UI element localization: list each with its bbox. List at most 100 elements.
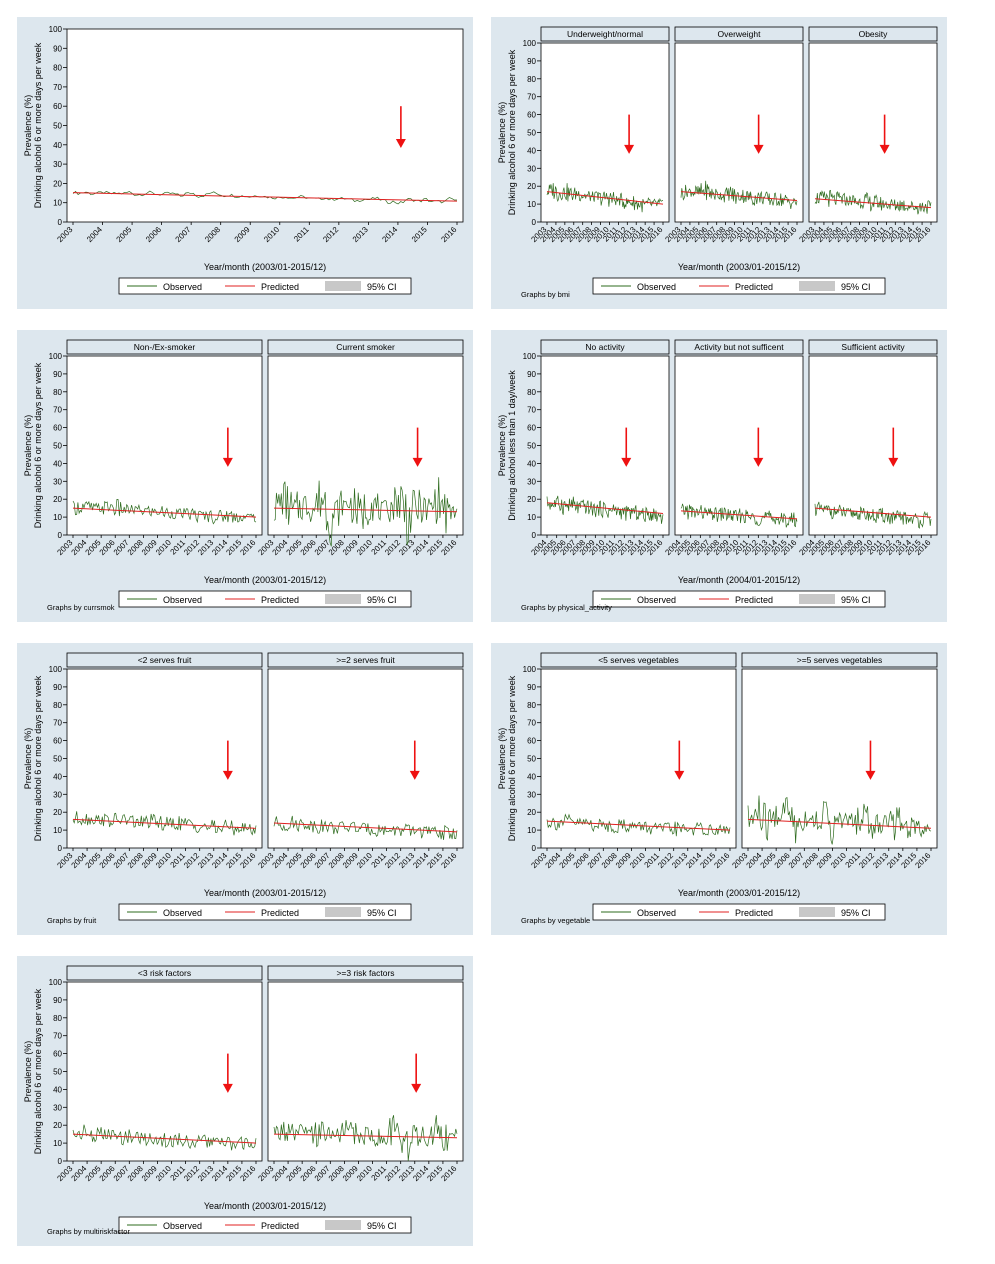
facet-strip xyxy=(808,26,938,42)
y-tick-label: 20 xyxy=(53,495,62,504)
y-axis-label-2: Drinking alcohol 6 or more days per week xyxy=(507,49,517,215)
x-tick-label: 2016 xyxy=(238,538,257,557)
facet-label: <5 serves vegetables xyxy=(598,655,679,665)
x-tick-label: 2008 xyxy=(203,225,222,244)
predicted-series-line xyxy=(546,820,731,831)
legend-ci-swatch xyxy=(799,594,835,604)
legend-predicted-label: Predicted xyxy=(735,282,773,292)
x-axis-label: Year/month (2003/01-2015/12) xyxy=(204,262,326,272)
y-tick-label: 0 xyxy=(532,218,537,227)
graphs-by-note: Graphs by bmi xyxy=(521,290,570,299)
y-tick-label: 40 xyxy=(527,772,536,781)
predicted-series-line xyxy=(546,191,664,205)
intervention-arrow-head xyxy=(222,1083,233,1093)
chart-svg-vegetable: Prevalence (%) Drinking alcohol 6 or more… xyxy=(497,652,938,925)
plot-area xyxy=(267,355,464,536)
observed-series-line xyxy=(273,477,458,547)
graphs-by-note: Graphs by physical_activity xyxy=(521,603,612,612)
y-tick-label: 30 xyxy=(527,790,536,799)
y-tick-label: 40 xyxy=(53,1085,62,1094)
x-tick-label: 2006 xyxy=(144,225,163,244)
y-tick-label: 60 xyxy=(53,1050,62,1059)
y-tick-label: 20 xyxy=(527,182,536,191)
y-tick-label: 20 xyxy=(53,179,62,188)
y-tick-label: 70 xyxy=(53,406,62,415)
predicted-series-line xyxy=(72,818,257,829)
y-tick-label: 80 xyxy=(53,701,62,710)
facet-strip xyxy=(66,339,263,355)
y-tick-label: 40 xyxy=(53,772,62,781)
y-tick-label: 100 xyxy=(523,352,537,361)
x-tick-label: 2010 xyxy=(262,225,281,244)
y-tick-label: 30 xyxy=(53,790,62,799)
legend-ci-swatch xyxy=(799,907,835,917)
facet-label: Underweight/normal xyxy=(567,29,643,39)
y-tick-label: 10 xyxy=(527,826,536,835)
x-tick-label: 2011 xyxy=(292,225,311,244)
legend-ci-swatch xyxy=(325,907,361,917)
predicted-series-line xyxy=(680,510,798,520)
plot-area xyxy=(674,355,804,536)
legend-ci-swatch xyxy=(325,1220,361,1230)
predicted-series-line xyxy=(747,818,932,829)
y-tick-label: 0 xyxy=(532,531,537,540)
chart-svg-fruit: Prevalence (%) Drinking alcohol 6 or more… xyxy=(23,652,464,925)
y-tick-label: 40 xyxy=(527,459,536,468)
y-tick-label: 80 xyxy=(53,1014,62,1023)
x-tick-label: 2009 xyxy=(233,225,252,244)
x-tick-label: 2015 xyxy=(410,225,429,244)
legend-observed-label: Observed xyxy=(637,908,676,918)
facet-label: >=5 serves vegetables xyxy=(797,655,883,665)
graphs-by-note: Graphs by fruit xyxy=(47,916,97,925)
y-tick-label: 10 xyxy=(53,826,62,835)
intervention-arrow-head xyxy=(222,457,233,467)
y-tick-label: 50 xyxy=(527,129,536,138)
y-tick-label: 100 xyxy=(523,39,537,48)
legend-predicted-label: Predicted xyxy=(735,908,773,918)
facet-label: >=3 risk factors xyxy=(336,968,394,978)
y-tick-label: 80 xyxy=(53,388,62,397)
x-tick-label: 2016 xyxy=(238,851,257,870)
y-tick-label: 80 xyxy=(527,75,536,84)
plot-area xyxy=(808,42,938,223)
x-axis-label: Year/month (2003/01-2015/12) xyxy=(678,888,800,898)
y-tick-label: 10 xyxy=(53,199,62,208)
graphs-by-note: Graphs by vegetable xyxy=(521,916,590,925)
observed-series-line xyxy=(72,1124,257,1151)
observed-series-line xyxy=(72,499,257,525)
observed-series-line xyxy=(546,813,731,837)
chart-panel-fruit: Prevalence (%) Drinking alcohol 6 or more… xyxy=(17,643,473,935)
y-tick-label: 50 xyxy=(527,442,536,451)
predicted-series-line xyxy=(72,1133,257,1144)
intervention-arrow-head xyxy=(411,1083,422,1093)
observed-series-line xyxy=(680,503,798,528)
facet-strip xyxy=(66,965,263,981)
legend-predicted-label: Predicted xyxy=(261,908,299,918)
y-tick-label: 90 xyxy=(527,57,536,66)
y-tick-label: 20 xyxy=(53,808,62,817)
y-tick-label: 0 xyxy=(58,531,63,540)
y-tick-label: 100 xyxy=(523,665,537,674)
y-tick-label: 20 xyxy=(527,808,536,817)
y-tick-label: 60 xyxy=(53,102,62,111)
y-tick-label: 70 xyxy=(53,83,62,92)
y-tick-label: 10 xyxy=(527,200,536,209)
facet-label: Sufficient activity xyxy=(841,342,905,352)
y-tick-label: 50 xyxy=(527,755,536,764)
y-tick-label: 30 xyxy=(527,164,536,173)
x-tick-label: 2016 xyxy=(439,1164,458,1183)
x-tick-label: 2007 xyxy=(174,225,193,244)
intervention-arrow-head xyxy=(222,770,233,780)
facet-strip xyxy=(267,339,464,355)
chart-panel-multiriskfactor: Prevalence (%) Drinking alcohol 6 or more… xyxy=(17,956,473,1246)
legend-predicted-label: Predicted xyxy=(261,1221,299,1231)
intervention-arrow-head xyxy=(395,138,406,148)
legend-observed-label: Observed xyxy=(163,908,202,918)
observed-series-line xyxy=(72,811,257,836)
y-axis-label-2: Drinking alcohol less than 1 day/week xyxy=(507,370,517,521)
facet-strip xyxy=(540,26,670,42)
y-tick-label: 90 xyxy=(53,996,62,1005)
predicted-series-line xyxy=(273,1133,458,1139)
legend-observed-label: Observed xyxy=(637,595,676,605)
legend-predicted-label: Predicted xyxy=(261,282,299,292)
